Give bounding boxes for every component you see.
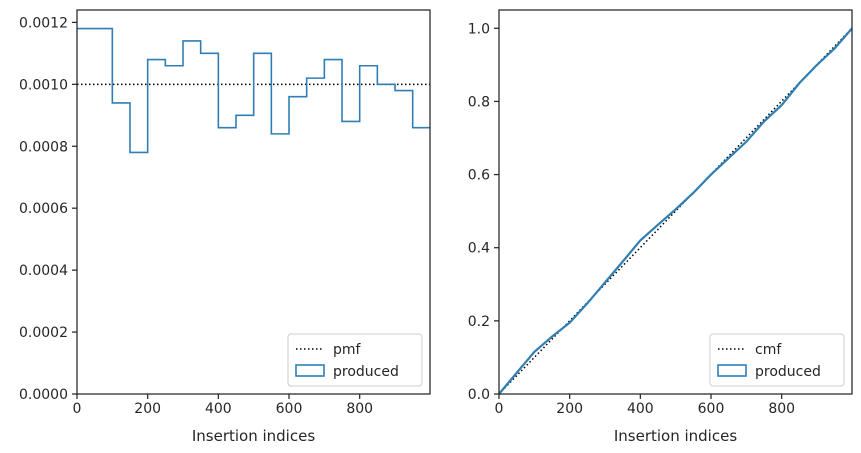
legend: pmf produced (287, 333, 423, 387)
legend-label-cmf: cmf (755, 342, 782, 358)
series-produced-line (77, 27, 430, 154)
y-tick-label: 0.8 (468, 94, 490, 110)
y-tick-label: 0.4 (468, 241, 490, 257)
y-tick-label: 0.0000 (19, 387, 68, 403)
x-tick-label: 0 (495, 401, 504, 417)
legend: cmf produced (709, 333, 845, 387)
x-axis-label: Insertion indices (192, 427, 315, 445)
x-tick-label: 200 (556, 401, 583, 417)
cmf-panel: 0 200 400 600 800 0.0 0.2 0.4 0.6 0.8 1.0 Insertion… (468, 9, 853, 445)
y-tick-label: 0.0004 (19, 263, 68, 279)
legend-label-produced: produced (755, 364, 821, 380)
y-tick-label: 0.0008 (19, 139, 68, 155)
legend-label-produced: produced (333, 364, 399, 380)
x-tick-label: 800 (768, 401, 795, 417)
legend-swatch-produced (717, 364, 747, 377)
legend-box (287, 333, 423, 387)
y-tick-label: 0.6 (468, 168, 490, 184)
y-tick-label: 0.0010 (19, 77, 68, 93)
y-tick-label: 0.0002 (19, 325, 68, 341)
plot-frame (76, 9, 431, 395)
x-tick-label: 800 (346, 401, 373, 417)
y-tick-label: 0.0006 (19, 201, 68, 217)
legend-box (709, 333, 845, 387)
y-tick-label: 1.0 (468, 21, 490, 37)
x-tick-label: 400 (627, 401, 654, 417)
x-tick-label: 0 (73, 401, 82, 417)
x-tick-label: 600 (698, 401, 725, 417)
x-axis-label: Insertion indices (614, 427, 737, 445)
y-tick-label: 0.0012 (19, 15, 68, 31)
y-tick-label: 0.0 (468, 387, 490, 403)
x-tick-label: 200 (134, 401, 161, 417)
pmf-panel: 0 200 400 600 800 0.0000 0.0002 0.0004 0.0006 0.0… (19, 9, 431, 445)
x-tick-label: 600 (276, 401, 303, 417)
series-produced-line (499, 27, 852, 394)
x-tick-label: 400 (205, 401, 232, 417)
plot-frame (498, 9, 853, 395)
legend-swatch-produced (295, 364, 325, 377)
y-tick-label: 0.2 (468, 314, 490, 330)
legend-label-pmf: pmf (333, 342, 362, 358)
